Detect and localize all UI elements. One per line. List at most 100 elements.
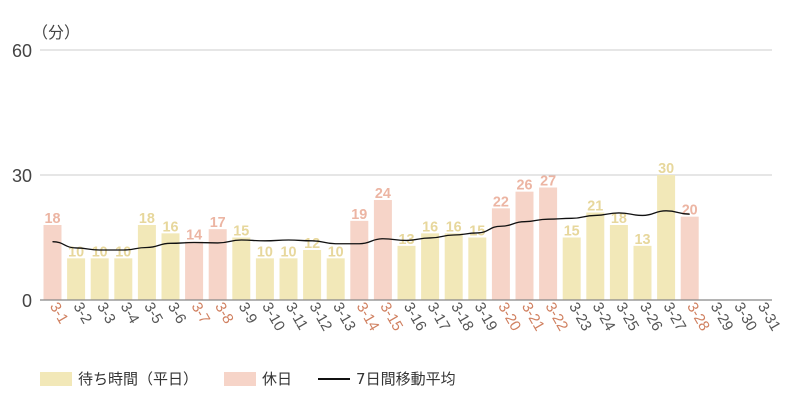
bar-3-2 bbox=[67, 258, 86, 300]
data-label-3-6: 16 bbox=[163, 218, 179, 235]
y-unit-label: （分） bbox=[32, 23, 80, 42]
bar-3-8 bbox=[208, 229, 227, 300]
data-label-3-27: 30 bbox=[658, 160, 674, 177]
x-tick-label-3-20: 3-20 bbox=[494, 300, 524, 335]
x-tick-label-3-10: 3-10 bbox=[258, 300, 288, 335]
bar-3-14 bbox=[350, 220, 369, 300]
x-tick-label-3-25: 3-25 bbox=[612, 300, 642, 335]
legend: 待ち時間（平日） 休日 7日間移動平均 bbox=[40, 368, 482, 389]
data-label-3-9: 15 bbox=[233, 223, 249, 240]
bar-3-11 bbox=[279, 258, 298, 300]
bar-3-6 bbox=[161, 233, 180, 300]
legend-swatch-weekday bbox=[40, 371, 72, 386]
data-label-3-5: 18 bbox=[139, 210, 155, 227]
x-tick-label-3-1: 3-1 bbox=[46, 300, 72, 327]
data-label-3-18: 16 bbox=[446, 218, 462, 235]
bar-3-5 bbox=[137, 225, 156, 300]
bar-3-15 bbox=[373, 200, 392, 300]
data-label-3-7: 14 bbox=[186, 227, 203, 244]
data-label-3-25: 18 bbox=[611, 210, 627, 227]
data-label-3-20: 22 bbox=[493, 193, 509, 210]
x-tick-label-3-21: 3-21 bbox=[518, 300, 548, 335]
x-tick-label-3-3: 3-3 bbox=[93, 300, 119, 327]
bar-3-24 bbox=[586, 212, 605, 300]
bar-3-4 bbox=[114, 258, 133, 300]
x-tick-label-3-28: 3-28 bbox=[683, 300, 713, 335]
data-label-3-8: 17 bbox=[210, 214, 226, 231]
gridlines bbox=[40, 49, 772, 176]
data-labels: 18 10 10 10 18 16 14 17 15 10 10 12 10 19 24 13 16 16 15 22… bbox=[45, 160, 698, 260]
x-tick-label-3-13: 3-13 bbox=[329, 300, 359, 335]
x-tick-label-3-24: 3-24 bbox=[589, 300, 619, 335]
data-label-3-12: 12 bbox=[304, 235, 320, 252]
x-tick-label-3-15: 3-15 bbox=[376, 300, 406, 335]
bar-3-12 bbox=[303, 250, 322, 300]
x-tick-label-3-8: 3-8 bbox=[211, 300, 237, 327]
bar-3-17 bbox=[421, 233, 440, 300]
x-tick-label-3-30: 3-30 bbox=[730, 300, 760, 335]
legend-swatch-moving-average bbox=[318, 377, 351, 380]
x-tick-label-3-12: 3-12 bbox=[306, 300, 336, 335]
bar-3-3 bbox=[90, 258, 109, 300]
x-tick-label-3-7: 3-7 bbox=[188, 300, 214, 327]
data-label-3-14: 19 bbox=[351, 206, 367, 223]
x-tick-label-3-29: 3-29 bbox=[707, 300, 737, 335]
bar-3-18 bbox=[444, 233, 463, 300]
moving-average-line bbox=[52, 210, 690, 251]
data-label-3-15: 24 bbox=[375, 185, 392, 202]
data-label-3-3: 10 bbox=[92, 243, 108, 260]
x-tick-label-3-19: 3-19 bbox=[471, 300, 501, 335]
bar-3-28 bbox=[680, 216, 699, 300]
x-tick-label-3-22: 3-22 bbox=[542, 300, 572, 335]
data-label-3-19: 15 bbox=[469, 223, 485, 240]
y-tick-label: 0 bbox=[22, 291, 32, 311]
bars bbox=[43, 175, 699, 300]
x-tick-label-3-4: 3-4 bbox=[117, 300, 143, 327]
data-label-3-26: 13 bbox=[635, 231, 651, 248]
bar-3-13 bbox=[326, 258, 345, 300]
x-tick-label-3-18: 3-18 bbox=[447, 300, 477, 335]
x-tick-label-3-2: 3-2 bbox=[70, 300, 96, 327]
legend-item-moving-average: 7日間移動平均 bbox=[318, 368, 456, 389]
bar-3-20 bbox=[491, 208, 510, 300]
data-label-3-10: 10 bbox=[257, 243, 273, 260]
data-label-3-24: 21 bbox=[587, 198, 603, 215]
x-tick-label-3-5: 3-5 bbox=[140, 300, 166, 327]
bar-3-22 bbox=[539, 187, 558, 300]
bar-3-27 bbox=[657, 175, 676, 300]
data-label-3-16: 13 bbox=[399, 231, 415, 248]
bar-3-21 bbox=[515, 191, 534, 300]
x-tick-label-3-6: 3-6 bbox=[164, 300, 190, 327]
bar-3-9 bbox=[232, 237, 251, 300]
y-tick-label: 30 bbox=[12, 166, 32, 186]
legend-item-weekday: 待ち時間（平日） bbox=[40, 368, 198, 389]
x-tick-label-3-23: 3-23 bbox=[565, 300, 595, 335]
data-label-3-13: 10 bbox=[328, 243, 344, 260]
bar-3-10 bbox=[255, 258, 274, 300]
x-tick-label-3-27: 3-27 bbox=[660, 300, 690, 335]
legend-label-weekday: 待ち時間（平日） bbox=[78, 370, 199, 388]
data-label-3-28: 20 bbox=[682, 202, 698, 219]
data-label-3-22: 27 bbox=[540, 173, 556, 190]
y-tick-label: 60 bbox=[12, 41, 32, 61]
data-label-3-21: 26 bbox=[517, 177, 533, 194]
moving-average-path bbox=[52, 210, 690, 251]
x-tick-label-3-16: 3-16 bbox=[400, 300, 430, 335]
data-label-3-4: 10 bbox=[115, 243, 131, 260]
bar-3-25 bbox=[609, 225, 628, 300]
x-tick-label-3-26: 3-26 bbox=[636, 300, 666, 335]
bar-3-23 bbox=[562, 237, 581, 300]
bar-3-16 bbox=[397, 245, 416, 300]
x-tick-label-3-9: 3-9 bbox=[235, 300, 261, 327]
legend-item-holiday: 休日 bbox=[224, 368, 292, 389]
bar-3-7 bbox=[185, 241, 204, 300]
legend-label-holiday: 休日 bbox=[262, 370, 293, 388]
bar-3-1 bbox=[43, 225, 62, 300]
x-tick-label-3-17: 3-17 bbox=[424, 300, 454, 335]
x-tick-label-3-11: 3-11 bbox=[282, 300, 311, 334]
data-label-3-2: 10 bbox=[68, 243, 84, 260]
data-label-3-1: 18 bbox=[45, 210, 61, 227]
x-tick-label-3-14: 3-14 bbox=[353, 300, 383, 335]
x-tick-label-3-31: 3-31 bbox=[754, 300, 784, 335]
